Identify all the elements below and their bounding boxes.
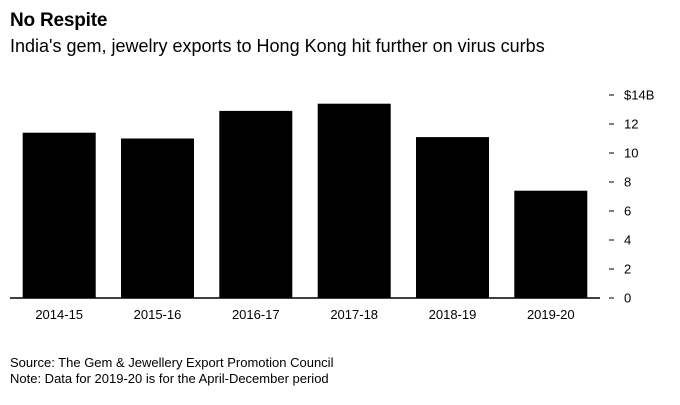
chart-subtitle: India's gem, jewelry exports to Hong Kon… bbox=[10, 36, 545, 56]
y-tick-label: $14B bbox=[624, 88, 654, 103]
y-tick-label: 4 bbox=[624, 233, 631, 248]
y-tick-label: 6 bbox=[624, 204, 631, 219]
bar-chart: 2014-15 2015-16 2016-17 2017-18 2018-19 2019-… bbox=[10, 88, 654, 322]
y-tick-label: 12 bbox=[624, 117, 638, 132]
y-tick-label: 2 bbox=[624, 262, 631, 277]
x-tick-label: 2018-19 bbox=[429, 307, 477, 322]
period-note: Note: Data for 2019-20 is for the April-… bbox=[10, 371, 329, 386]
bar-2019-20 bbox=[514, 190, 588, 298]
x-tick-label: 2017-18 bbox=[330, 307, 378, 322]
x-tick-label: 2014-15 bbox=[35, 307, 83, 322]
bar-2014-15 bbox=[22, 132, 96, 298]
x-tick-label: 2015-16 bbox=[134, 307, 182, 322]
bar-2017-18 bbox=[317, 103, 391, 298]
bar-2016-17 bbox=[219, 110, 293, 299]
bar-2015-16 bbox=[121, 138, 194, 298]
source-note: Source: The Gem & Jewellery Export Promo… bbox=[10, 355, 334, 370]
bar-2018-19 bbox=[416, 137, 489, 298]
y-tick-label: 10 bbox=[624, 146, 638, 161]
x-tick-label: 2019-20 bbox=[527, 307, 575, 322]
y-tick-label: 0 bbox=[624, 291, 631, 306]
chart-title: No Respite bbox=[10, 10, 108, 31]
y-tick-label: 8 bbox=[624, 175, 631, 190]
chart-footer: Source: The Gem & Jewellery Export Promo… bbox=[10, 355, 333, 387]
x-tick-label: 2016-17 bbox=[232, 307, 280, 322]
